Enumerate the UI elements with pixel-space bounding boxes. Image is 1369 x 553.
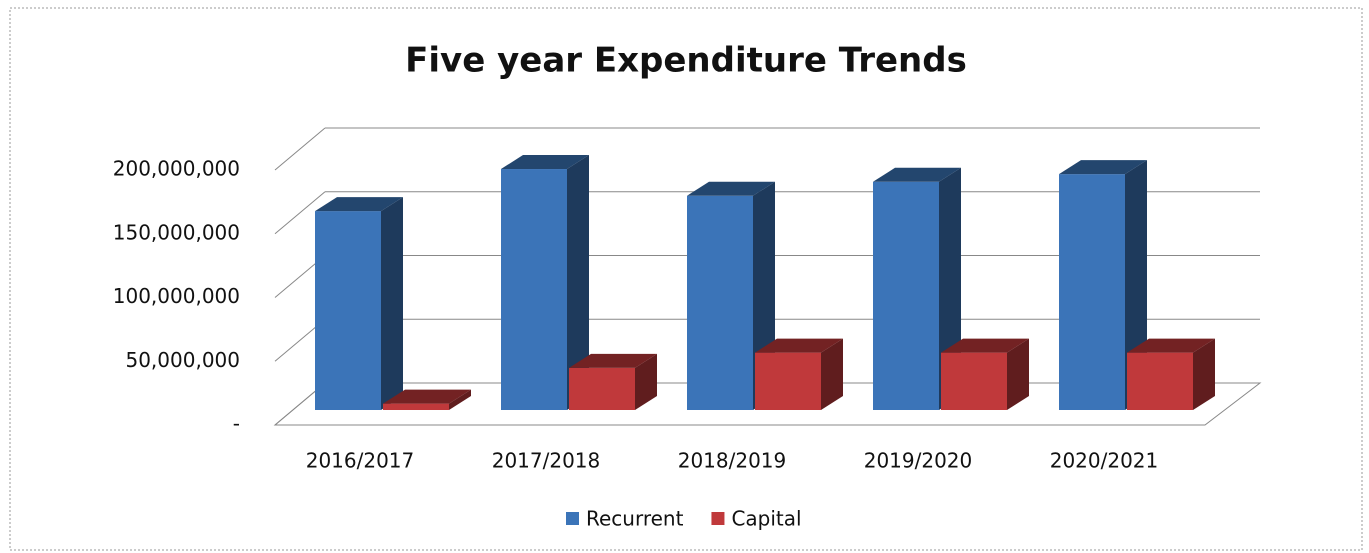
x-tick-label: 2017/2018 [492,449,601,473]
bar-top [383,389,471,404]
bar-side [821,338,843,410]
bar [687,195,753,410]
bar-top [873,167,961,182]
y-tick-label: 50,000,000 [125,348,240,372]
legend-swatch [711,512,725,525]
bar [383,403,449,410]
legend-label: Recurrent [586,507,684,531]
grid-side [274,127,326,171]
chart-title: Five year Expenditure Trends [405,41,967,81]
bar-side [635,353,657,410]
bar-side [381,197,403,410]
x-tick-label: 2019/2020 [864,449,973,473]
bar-top [1059,160,1147,175]
legend-swatch [566,512,579,525]
legend-label: Capital [731,507,801,531]
y-tick-label: 100,000,000 [113,284,240,308]
bar [1059,174,1125,410]
x-tick-label: 2020/2021 [1050,449,1159,473]
bar-side [567,155,589,410]
y-tick-label: - [233,412,240,436]
bar-side [1193,338,1215,410]
bar-top [501,155,589,170]
x-tick-label: 2016/2017 [306,449,415,473]
bar-side [1007,338,1029,410]
bar [569,367,635,410]
grid-side [274,191,326,235]
x-tick-label: 2018/2019 [678,449,787,473]
bar-top [941,338,1029,353]
bar [315,211,381,410]
bar [873,181,939,410]
bar-top [569,353,657,368]
bar-top [755,338,843,353]
bar [755,352,821,410]
bar-top [687,181,775,196]
y-tick-label: 200,000,000 [113,157,240,181]
bar-top [315,197,403,212]
bar [941,352,1007,410]
bar [1127,352,1193,410]
bar-top [1127,338,1215,353]
bar-side [449,389,471,410]
y-tick-label: 150,000,000 [113,220,240,244]
bar [501,169,567,410]
